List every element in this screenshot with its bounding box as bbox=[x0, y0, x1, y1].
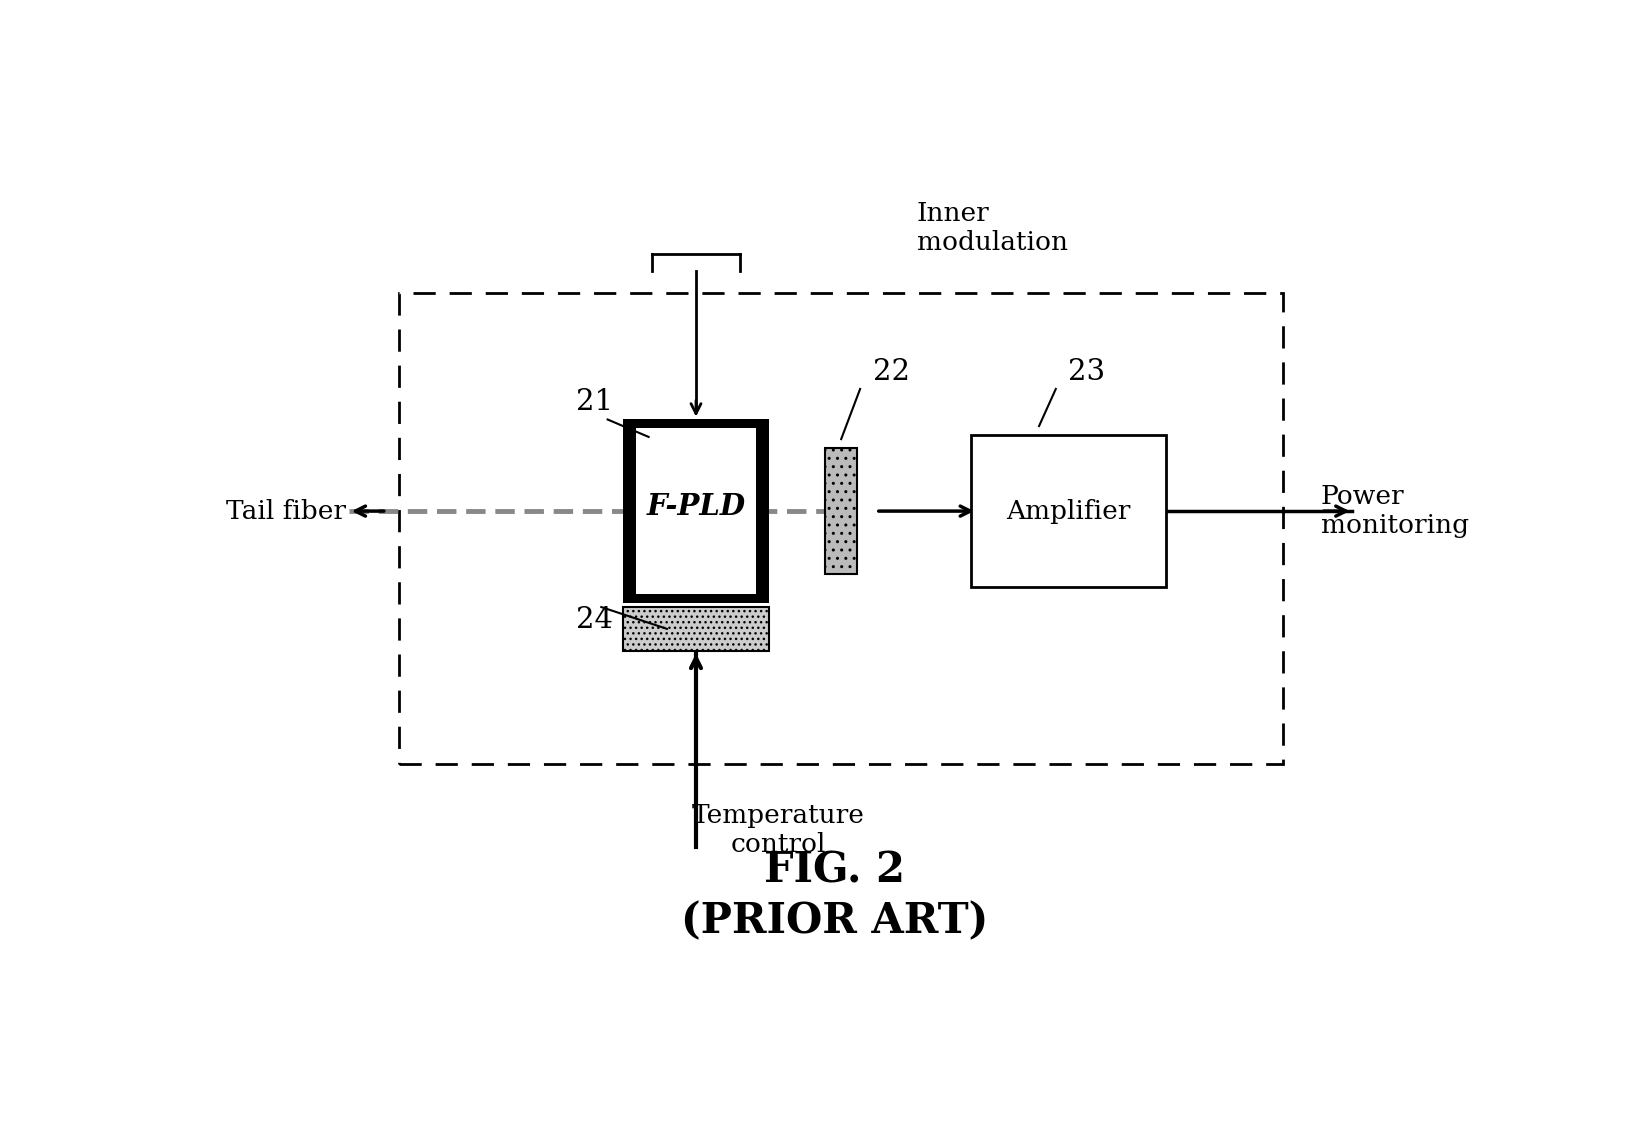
Bar bbox=[635, 428, 756, 594]
Text: Tail fiber: Tail fiber bbox=[226, 499, 345, 523]
Text: 21: 21 bbox=[577, 387, 613, 416]
Text: Power
monitoring: Power monitoring bbox=[1321, 484, 1469, 538]
Bar bbox=[826, 448, 857, 574]
Bar bbox=[624, 607, 769, 650]
Text: FIG. 2: FIG. 2 bbox=[764, 850, 906, 892]
Text: (PRIOR ART): (PRIOR ART) bbox=[681, 900, 989, 943]
Bar bbox=[624, 419, 769, 603]
Text: Temperature
control: Temperature control bbox=[692, 802, 865, 857]
Text: 24: 24 bbox=[577, 606, 613, 634]
Bar bbox=[399, 293, 1284, 764]
Text: Inner
modulation: Inner modulation bbox=[917, 201, 1069, 255]
Text: Amplifier: Amplifier bbox=[1007, 499, 1131, 523]
Text: 23: 23 bbox=[1069, 358, 1106, 385]
Text: F-PLD: F-PLD bbox=[647, 492, 746, 521]
Bar bbox=[971, 435, 1166, 587]
Text: 22: 22 bbox=[873, 358, 909, 385]
